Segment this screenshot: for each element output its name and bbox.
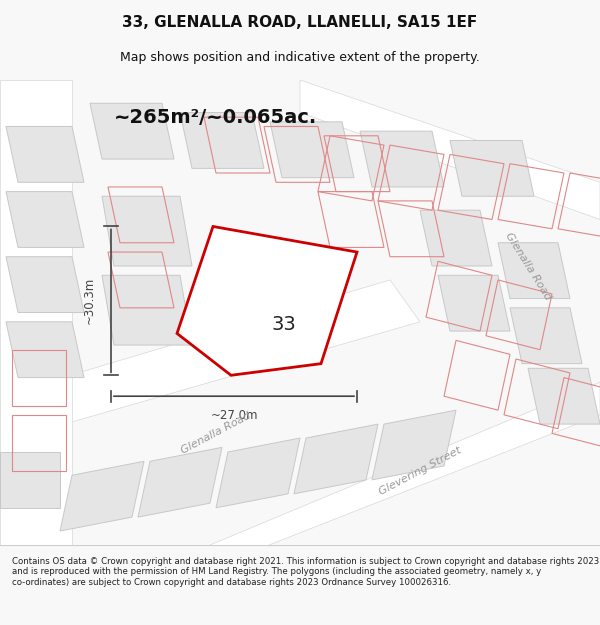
Polygon shape [438,275,510,331]
Text: Glenalla Road: Glenalla Road [179,411,253,456]
Text: Map shows position and indicative extent of the property.: Map shows position and indicative extent… [120,51,480,64]
Polygon shape [180,112,264,168]
Polygon shape [450,141,534,196]
Text: 33: 33 [271,314,296,334]
Polygon shape [372,410,456,480]
Polygon shape [6,192,84,248]
Polygon shape [102,196,192,266]
Polygon shape [138,448,222,517]
Polygon shape [300,80,600,219]
Text: ~265m²/~0.065ac.: ~265m²/~0.065ac. [115,107,317,127]
Polygon shape [216,438,300,508]
Polygon shape [498,242,570,299]
Polygon shape [420,210,492,266]
Polygon shape [6,257,84,312]
Text: Glenalla Road: Glenalla Road [503,231,553,302]
Polygon shape [0,80,72,545]
Polygon shape [270,122,354,177]
Polygon shape [528,368,600,424]
Polygon shape [0,452,60,508]
Polygon shape [177,226,357,375]
Polygon shape [60,461,144,531]
Polygon shape [6,126,84,182]
Text: ~27.0m: ~27.0m [210,409,258,422]
Text: Contains OS data © Crown copyright and database right 2021. This information is : Contains OS data © Crown copyright and d… [12,557,599,587]
Polygon shape [360,131,444,187]
Polygon shape [102,275,192,345]
Polygon shape [6,322,84,378]
Polygon shape [210,382,600,568]
Polygon shape [0,280,420,442]
Text: ~30.3m: ~30.3m [83,278,96,324]
Polygon shape [510,308,582,364]
Polygon shape [294,424,378,494]
Text: 33, GLENALLA ROAD, LLANELLI, SA15 1EF: 33, GLENALLA ROAD, LLANELLI, SA15 1EF [122,15,478,30]
Text: Glevering Street: Glevering Street [377,444,463,496]
Polygon shape [90,103,174,159]
